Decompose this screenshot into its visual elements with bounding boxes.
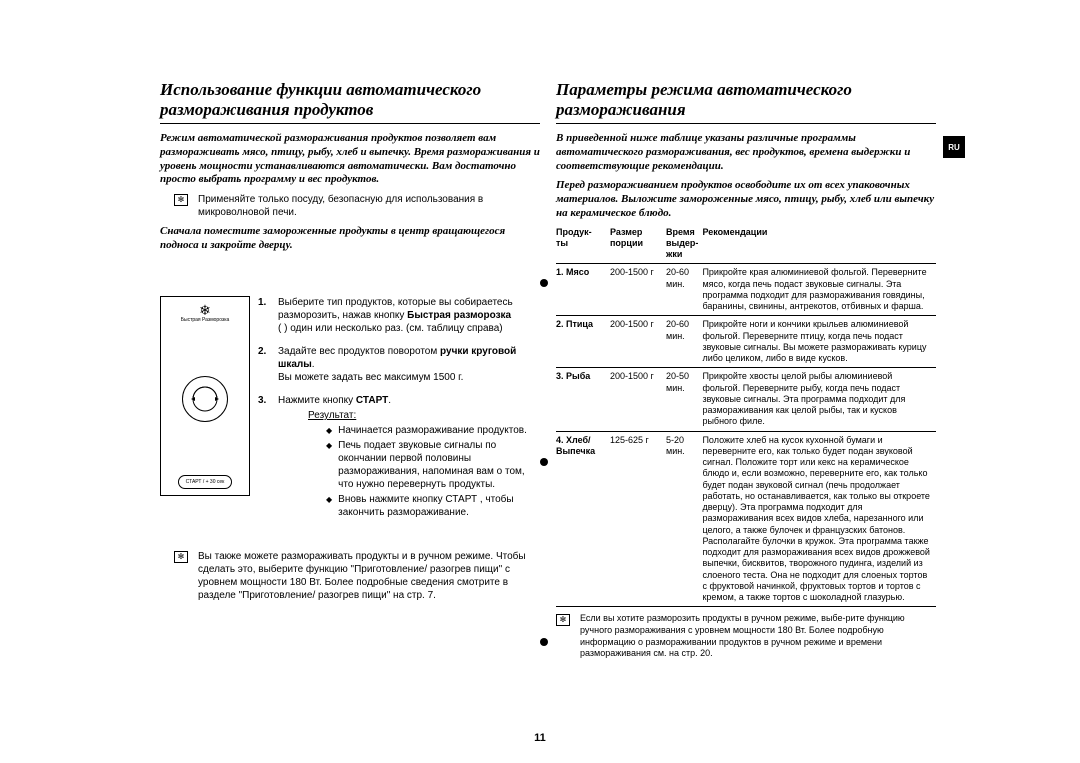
table-row: 2. Птица 200-1500 г 20-60 мин. Прикройте… [556,316,936,368]
step-num: 2. [258,345,272,384]
illus-label1: Быстрая Разморозка [181,317,230,323]
defrost-table: Продук- ты Размер порции Время выдер- жк… [556,227,936,608]
left-rule [160,123,540,124]
left-column: Использование функции автоматического ра… [160,80,540,261]
cell-time: 20-50 мин. [666,368,702,431]
result-bullets: Начинается размораживание продуктов. Печ… [326,424,542,519]
bullet-dot [540,458,548,466]
step-body: Выберите тип продуктов, которые вы собир… [278,296,542,335]
th-rec: Рекомендации [702,227,936,264]
step2-text-a: Задайте вес продуктов поворотом [278,346,440,357]
left-footnote: ✻ Вы также можете размораживать продукты… [160,550,540,602]
left-footnote-text: Вы также можете размораживать продукты и… [198,550,540,602]
result-label: Результат: [308,409,356,422]
left-note1-text: Применяйте только посуду, безопасную для… [198,193,540,219]
cell-product: 3. Рыба [556,368,610,431]
cell-size: 200-1500 г [610,368,666,431]
step3-bold: СТАРТ [356,395,388,406]
cell-time: 20-60 мин. [666,316,702,368]
step2-text-b: Вы можете задать вес максимум 1500 г. [278,372,463,383]
th-size: Размер порции [610,227,666,264]
right-intro1: В приведенной ниже таблице указаны разли… [556,132,936,173]
note-icon: ✻ [174,194,188,206]
cell-size: 200-1500 г [610,316,666,368]
th-product: Продук- ты [556,227,610,264]
left-intro: Режим автоматической размораживания прод… [160,132,540,187]
cell-rec: Прикройте ноги и кончики крыльев алюмини… [702,316,936,368]
cell-size: 125-625 г [610,431,666,607]
cell-product: 2. Птица [556,316,610,368]
step-1: 1. Выберите тип продуктов, которые вы со… [258,296,542,335]
step-body: Задайте вес продуктов поворотом ручки кр… [278,345,542,384]
step-num: 1. [258,296,272,335]
illustration-box: ❄︎ Быстрая Разморозка СТАРТ / + 30 сек [160,296,250,496]
left-title: Использование функции автоматического ра… [160,80,540,119]
table-row: 3. Рыба 200-1500 г 20-50 мин. Прикройте … [556,368,936,431]
start-pill-icon: СТАРТ / + 30 сек [178,475,232,489]
note-icon: ✻ [174,551,188,563]
right-footnote: ✻ Если вы хотите разморозить продукты в … [556,613,936,660]
page-number: 11 [0,732,1080,744]
step1-bold: Быстрая разморозка [407,310,511,321]
table-row: 4. Хлеб/ Выпечка 125-625 г 5-20 мин. Пол… [556,431,936,607]
step-body: Нажмите кнопку СТАРТ. Результат: Начинае… [278,394,542,521]
cell-rec: Прикройте края алюминиевой фольгой. Пере… [702,264,936,316]
step-3: 3. Нажмите кнопку СТАРТ. Результат: Начи… [258,394,542,521]
cell-time: 20-60 мин. [666,264,702,316]
note-icon: ✻ [556,614,570,626]
step-2: 2. Задайте вес продуктов поворотом ручки… [258,345,542,384]
cell-rec: Прикройте хвосты целой рыбы алюминиевой … [702,368,936,431]
manual-page: RU Использование функции автоматического… [0,0,1080,763]
cell-size: 200-1500 г [610,264,666,316]
left-subhead: Сначала поместите замороженные продукты … [160,225,540,253]
language-tab: RU [943,136,965,158]
right-rule [556,123,936,124]
left-note1: ✻ Применяйте только посуду, безопасную д… [160,193,540,219]
bullet-1: Начинается размораживание продуктов. [338,424,527,437]
cell-time: 5-20 мин. [666,431,702,607]
right-intro2: Перед размораживанием продуктов освободи… [556,179,936,220]
bullet-dot [540,638,548,646]
dial-icon [182,376,228,422]
right-footnote-text: Если вы хотите разморозить продукты в ру… [580,613,936,660]
cell-rec: Положите хлеб на кусок кухонной бумаги и… [702,431,936,607]
table-row: 1. Мясо 200-1500 г 20-60 мин. Прикройте … [556,264,936,316]
cell-product: 4. Хлеб/ Выпечка [556,431,610,607]
defrost-icon: ❄︎ [181,303,230,317]
step1-text-b: ( ) один или несколько раз. (см. таблицу… [278,323,503,334]
bullet-dot [540,279,548,287]
th-time: Время выдер- жки [666,227,702,264]
bullet-3: Вновь нажмите кнопку СТАРТ , чтобы закон… [338,493,542,519]
bullet-2: Печь подает звуковые сигналы по окончани… [338,439,542,491]
right-column: Параметры режима автоматического размора… [556,80,936,660]
step-num: 3. [258,394,272,521]
step3-text-a: Нажмите кнопку [278,395,356,406]
right-title: Параметры режима автоматического размора… [556,80,936,119]
steps-list: 1. Выберите тип продуктов, которые вы со… [258,296,542,531]
cell-product: 1. Мясо [556,264,610,316]
